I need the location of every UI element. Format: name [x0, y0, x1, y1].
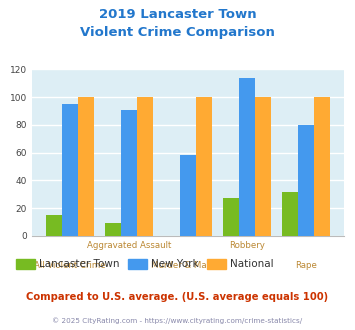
- Text: © 2025 CityRating.com - https://www.cityrating.com/crime-statistics/: © 2025 CityRating.com - https://www.city…: [53, 317, 302, 324]
- Bar: [46, 215, 62, 236]
- Bar: [105, 223, 121, 236]
- Text: 2019 Lancaster Town: 2019 Lancaster Town: [99, 8, 256, 21]
- Text: Compared to U.S. average. (U.S. average equals 100): Compared to U.S. average. (U.S. average …: [26, 292, 329, 302]
- Bar: [180, 155, 196, 236]
- Text: Rape: Rape: [295, 261, 317, 270]
- Bar: [196, 97, 212, 236]
- Bar: [314, 97, 330, 236]
- Bar: [255, 97, 271, 236]
- Bar: [121, 110, 137, 236]
- Text: All Violent Crime: All Violent Crime: [34, 261, 106, 270]
- Bar: [298, 125, 314, 236]
- Bar: [62, 104, 78, 236]
- Bar: [223, 198, 239, 236]
- Bar: [78, 97, 94, 236]
- Bar: [137, 97, 153, 236]
- Text: Murder & Mans...: Murder & Mans...: [151, 261, 225, 270]
- Text: Violent Crime Comparison: Violent Crime Comparison: [80, 26, 275, 39]
- Bar: [239, 78, 255, 236]
- Bar: [282, 191, 298, 236]
- Legend: Lancaster Town, New York, National: Lancaster Town, New York, National: [12, 255, 278, 274]
